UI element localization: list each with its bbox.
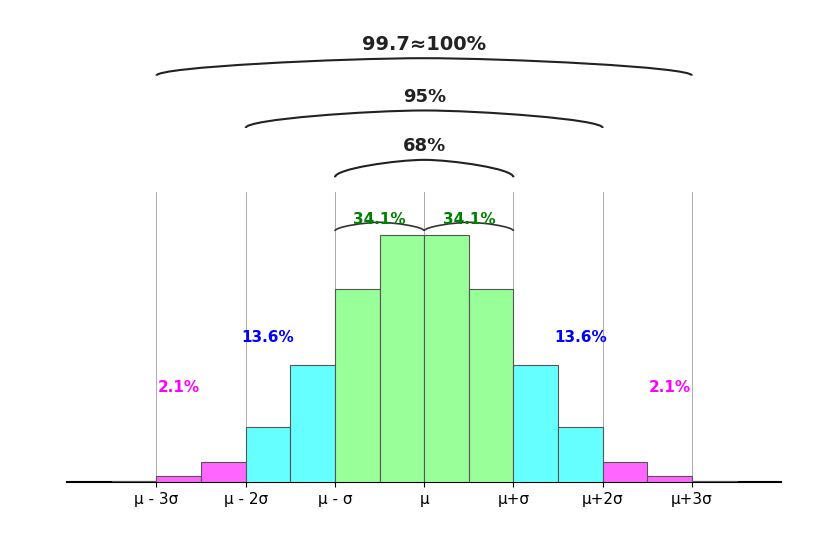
Text: 13.6%: 13.6%: [242, 329, 294, 345]
Bar: [603, 462, 648, 482]
Text: 34.1%: 34.1%: [354, 213, 406, 227]
Bar: [201, 462, 246, 482]
Bar: [246, 427, 291, 482]
Bar: [513, 366, 558, 482]
Bar: [692, 481, 737, 482]
Text: 34.1%: 34.1%: [443, 213, 495, 227]
Bar: [558, 427, 603, 482]
Bar: [156, 476, 201, 482]
Text: 95%: 95%: [402, 88, 446, 106]
Bar: [380, 235, 424, 482]
Text: 2.1%: 2.1%: [648, 380, 690, 395]
Bar: [469, 289, 513, 482]
Bar: [648, 476, 692, 482]
Text: 2.1%: 2.1%: [158, 380, 200, 395]
Bar: [335, 289, 380, 482]
Text: 13.6%: 13.6%: [554, 329, 606, 345]
Text: 99.7≈100%: 99.7≈100%: [362, 35, 486, 54]
Bar: [291, 366, 335, 482]
Bar: [112, 481, 156, 482]
Bar: [424, 235, 469, 482]
Text: 68%: 68%: [402, 138, 446, 156]
